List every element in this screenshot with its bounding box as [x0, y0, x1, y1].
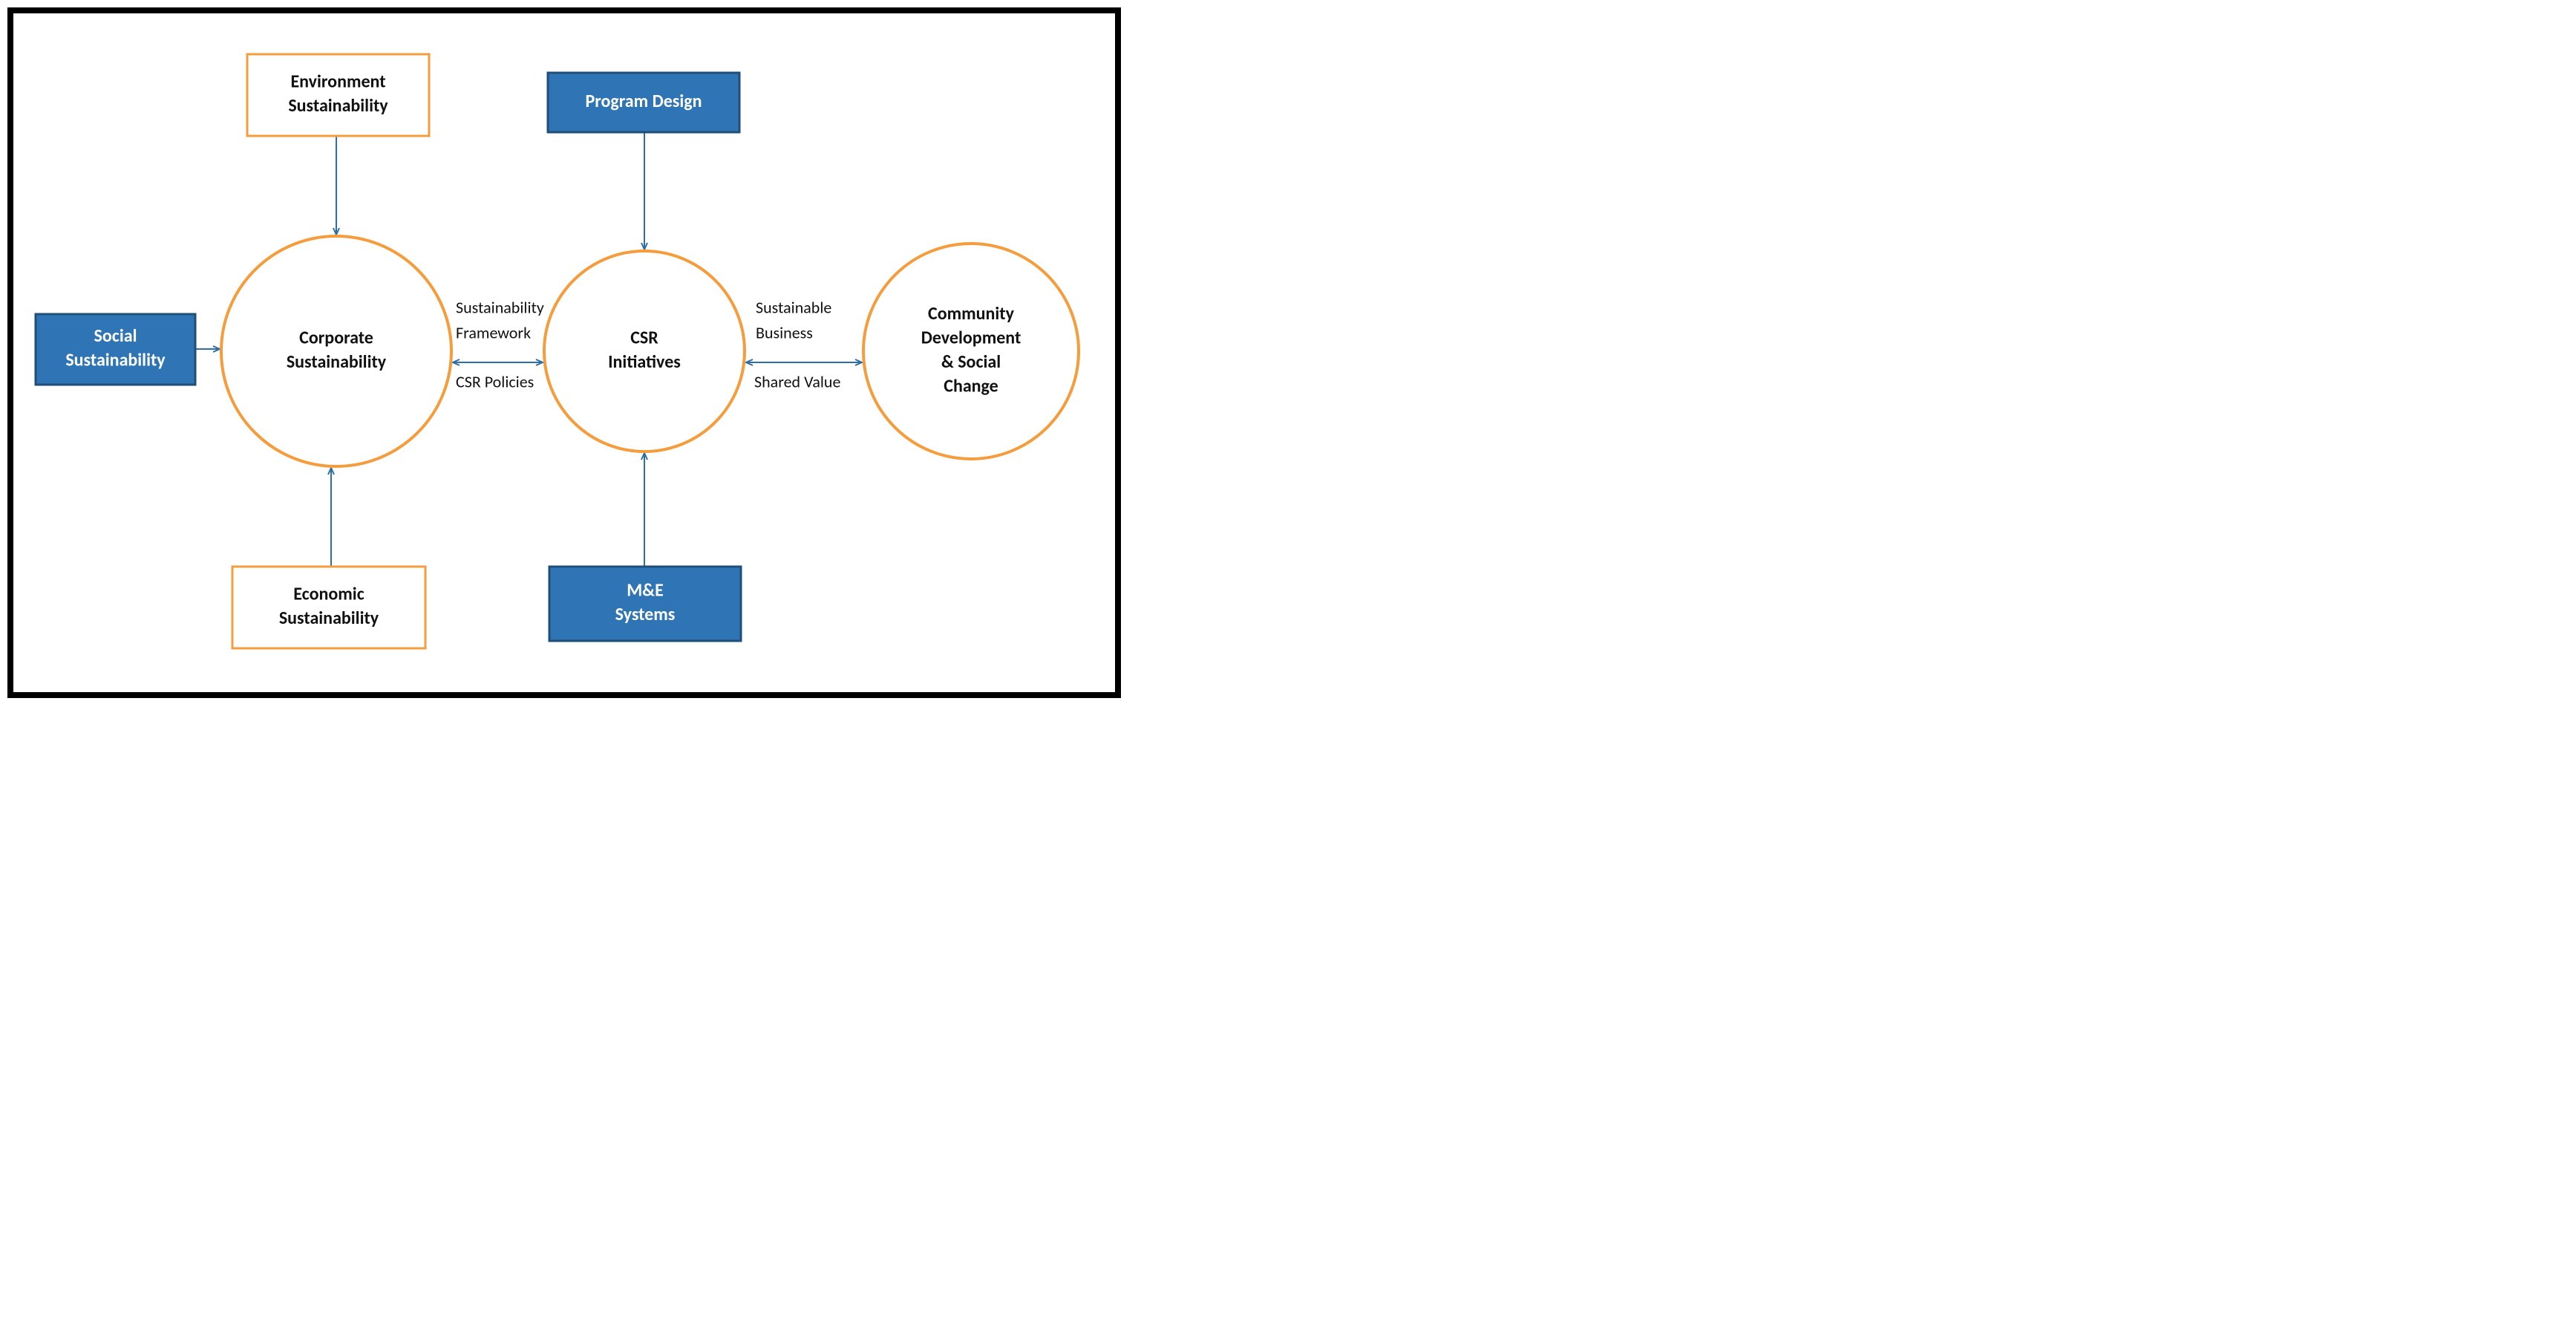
node-label-econ-1: Sustainability	[279, 607, 379, 629]
node-label-me-1: Systems	[615, 604, 676, 625]
node-label-comm-2: & Social	[941, 351, 1001, 373]
node-label-econ-0: Economic	[293, 584, 364, 605]
node-label-csr-0: CSR	[630, 327, 658, 349]
edge-label-lbl_sv: Shared Value	[754, 371, 840, 391]
node-label-corp-0: Corporate	[299, 327, 373, 349]
edge-label-lbl_sus_fw2: Framework	[456, 322, 531, 342]
node-label-social-1: Sustainability	[65, 350, 166, 371]
diagram-frame: Sustainability Framework CSR Policies Susta…	[7, 7, 1121, 698]
node-label-env-1: Sustainability	[288, 95, 388, 117]
nodes-group: SocialSustainabilityEnvironmentSustainab…	[36, 54, 1079, 648]
node-prog: Program Design	[548, 73, 739, 132]
node-corp: CorporateSustainability	[221, 236, 451, 466]
node-label-csr-1: Initiatives	[608, 351, 681, 373]
node-label-corp-1: Sustainability	[287, 351, 387, 373]
node-econ: EconomicSustainability	[232, 567, 425, 648]
node-label-env-0: Environment	[290, 71, 385, 93]
node-label-comm-1: Development	[921, 327, 1021, 349]
node-label-me-0: M&E	[627, 580, 664, 602]
node-env: EnvironmentSustainability	[247, 54, 429, 136]
node-csr: CSRInitiatives	[544, 251, 745, 452]
node-label-prog-0: Program Design	[585, 91, 702, 112]
edge-label-lbl_sb2: Business	[756, 322, 813, 342]
edge-label-lbl_sb1: Sustainable	[756, 297, 831, 317]
edge-label-lbl_sus_fw: Sustainability	[456, 297, 544, 317]
node-social: Social Sustainability	[36, 314, 195, 385]
csr-diagram-svg: Sustainability Framework CSR Policies Susta…	[13, 13, 1115, 692]
node-label-comm-3: Change	[944, 375, 998, 397]
node-label-social-0: Social	[94, 325, 137, 347]
edge-label-lbl_csr_pol: CSR Policies	[456, 371, 534, 391]
node-me: M&ESystems	[549, 567, 741, 641]
node-comm: CommunityDevelopment& SocialChange	[863, 244, 1079, 459]
node-label-comm-0: Community	[928, 303, 1015, 325]
